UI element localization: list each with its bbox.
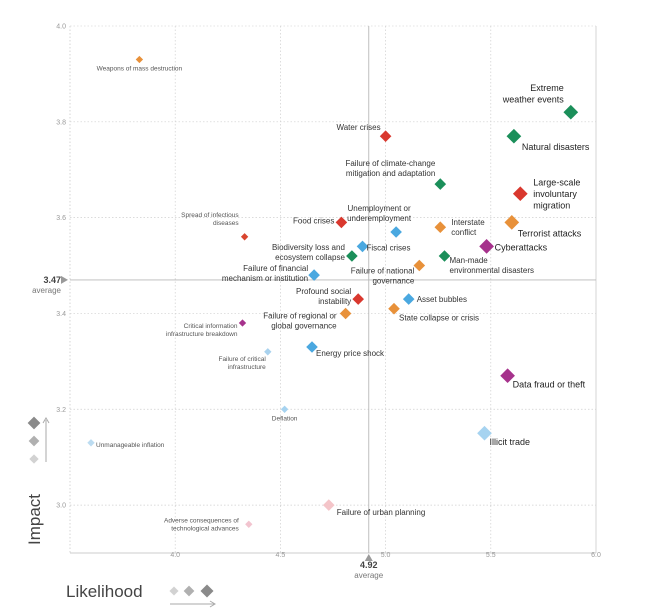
data-point-label: Asset bubbles (417, 295, 467, 304)
data-point-marker (434, 178, 447, 190)
data-point-marker (479, 239, 494, 254)
data-point-label: Data fraud or theft (513, 380, 586, 390)
data-point-label: Failure of financial mechanism or institu… (222, 264, 308, 283)
data-point-label: Terrorist attacks (518, 228, 582, 238)
x-tick-label: 6.0 (591, 552, 601, 559)
likelihood-legend-diamond-small (169, 586, 179, 596)
data-point-label: Fiscal crises (367, 243, 411, 252)
data-point-label: Unmanageable inflation (96, 442, 165, 449)
data-point-label: Spread of infectious diseases (181, 212, 239, 227)
data-point-marker (335, 216, 348, 229)
tick-labels: 3.0 3.2 3.4 3.6 3.8 4.0 4.0 4.5 5.0 5.5 6.0 (56, 24, 601, 560)
average-y-value: 3.47 (43, 275, 61, 285)
data-point-marker (264, 348, 272, 356)
data-point-label: Interstate conflict (451, 218, 485, 237)
data-point-marker (504, 215, 520, 230)
data-point-label: Biodiversity loss and ecosystem collapse (272, 243, 345, 262)
likelihood-legend-diamond-large (200, 584, 214, 598)
average-y-marker (61, 275, 68, 284)
y-tick-label: 3.2 (56, 407, 66, 414)
y-tick-label: 3.0 (56, 503, 66, 510)
likelihood-axis-legend: Likelihood (66, 582, 216, 608)
data-point-label: Unemployment or underemployment (347, 204, 412, 223)
data-point-label: Profound social instability (296, 287, 351, 306)
data-point-marker (413, 259, 426, 272)
x-tick-label: 4.0 (170, 552, 180, 559)
data-point-marker (238, 319, 247, 327)
data-point-label: Water crises (336, 123, 380, 132)
data-point-label: Extreme weather events (502, 83, 565, 105)
data-point-marker (323, 499, 335, 511)
data-point-label: Natural disasters (522, 142, 590, 152)
impact-legend-diamond-medium (28, 435, 40, 447)
average-x-marker (364, 554, 373, 561)
x-tick-label: 5.0 (381, 552, 391, 559)
data-point-marker (434, 221, 447, 233)
data-point-marker (512, 186, 528, 202)
data-point-label: Failure of regional or global governance (263, 312, 337, 331)
likelihood-arrow-head (209, 600, 216, 608)
y-tick-label: 4.0 (56, 24, 66, 31)
impact-legend-diamond-large (27, 416, 41, 430)
likelihood-axis-title: Likelihood (66, 582, 143, 601)
data-point-label: Food crises (293, 216, 334, 225)
data-point-label: Illicit trade (490, 437, 531, 447)
data-point-marker (280, 405, 289, 413)
data-point-marker (563, 104, 579, 120)
data-point-marker (477, 425, 492, 441)
data-point-label: Man-made environmental disasters (450, 256, 534, 275)
data-point-label: Large-scale involuntary migration (533, 178, 580, 211)
data-point-label: Weapons of mass destruction (97, 66, 183, 73)
x-tick-label: 4.5 (276, 552, 286, 559)
data-point-label: Failure of urban planning (337, 508, 426, 517)
data-point-marker (87, 439, 95, 447)
y-tick-label: 3.6 (56, 215, 66, 222)
data-point-label: Deflation (272, 415, 298, 422)
data-point-label: Critical information infrastructure break… (166, 323, 238, 338)
data-point-marker (379, 130, 392, 142)
likelihood-legend-diamond-medium (183, 585, 195, 597)
data-point-label: Adverse consequences of technological adv… (164, 517, 240, 532)
data-point-marker (240, 233, 249, 241)
data-point-label: Failure of critical infrastructure (218, 356, 266, 371)
y-tick-label: 3.4 (56, 311, 66, 318)
impact-axis-legend: Impact (25, 416, 50, 545)
data-point-label: Energy price shock (316, 349, 385, 358)
data-point-marker (339, 307, 352, 320)
y-tick-label: 3.8 (56, 119, 66, 126)
data-point-marker (245, 520, 253, 528)
average-y-text: average (32, 286, 61, 295)
data-point-marker (308, 269, 320, 281)
data-point-marker (402, 293, 415, 305)
impact-axis-title: Impact (25, 494, 44, 545)
data-point-marker (346, 250, 358, 262)
data-point-marker (352, 293, 364, 305)
data-point-label: Cyberattacks (495, 242, 548, 252)
data-point-marker (506, 128, 522, 144)
average-x-value: 4.92 (360, 560, 378, 570)
impact-legend-diamond-small (29, 454, 39, 464)
data-point-marker (135, 55, 144, 64)
impact-arrow-head (42, 417, 50, 424)
data-point-label: Failure of national governance (351, 267, 415, 286)
data-point-label: Failure of climate-change mitigation and … (345, 159, 435, 178)
data-point-marker (390, 226, 402, 238)
x-tick-label: 5.5 (486, 552, 496, 559)
grid-layer (69, 25, 597, 554)
data-point-marker (500, 368, 515, 384)
average-x-text: average (354, 571, 383, 580)
data-point-label: State collapse or crisis (399, 314, 479, 323)
data-points: Weapons of mass destruction Extreme weathe… (87, 55, 590, 532)
